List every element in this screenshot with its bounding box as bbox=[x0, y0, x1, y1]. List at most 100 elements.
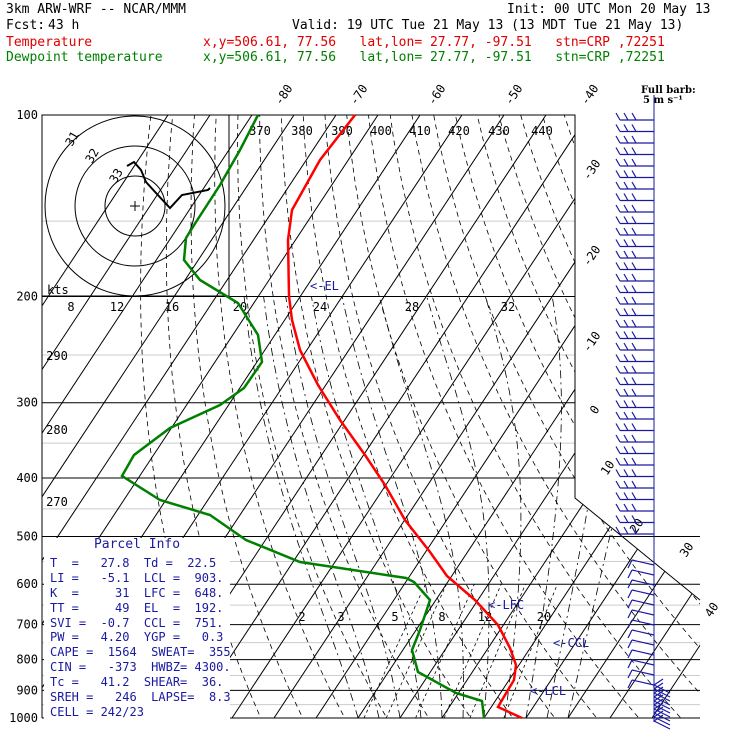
theta-label: 290 bbox=[46, 349, 68, 363]
level-marker: <-EL bbox=[310, 279, 339, 293]
hodograph-speed-label: 16 bbox=[165, 300, 179, 314]
pressure-tick-label: 800 bbox=[16, 653, 38, 667]
mixing-ratio-label: 2 bbox=[298, 610, 305, 624]
dry-adiabat bbox=[512, 115, 700, 718]
hodograph-speed-label: 8 bbox=[67, 300, 74, 314]
theta-label: 410 bbox=[409, 124, 431, 138]
level-marker: <-LCL bbox=[530, 684, 566, 698]
mixing-ratio-line bbox=[415, 584, 475, 718]
wind-barb bbox=[615, 250, 654, 259]
parcel-info-row: LI = -5.1 LCL = 903. bbox=[50, 570, 224, 585]
parcel-info-row: K = 31 LFC = 648. bbox=[50, 585, 224, 600]
wind-barb bbox=[615, 124, 654, 133]
theta-label: 380 bbox=[291, 124, 313, 138]
hodograph-unit-label: kts bbox=[47, 283, 69, 297]
moist-adiabat bbox=[525, 296, 562, 718]
isotherm bbox=[42, 115, 169, 718]
isotherm bbox=[567, 115, 700, 718]
dry-adiabat bbox=[322, 115, 565, 718]
wind-barb bbox=[615, 147, 654, 156]
wind-barb bbox=[627, 609, 655, 619]
dry-adiabat bbox=[190, 115, 310, 718]
forecast-label: Fcst: bbox=[6, 18, 46, 33]
dry-adiabat bbox=[575, 115, 700, 718]
wind-barb bbox=[615, 331, 654, 340]
moist-adiabat bbox=[243, 296, 359, 718]
pressure-tick-label: 700 bbox=[16, 618, 38, 632]
moist-adiabat bbox=[485, 296, 522, 718]
dry-adiabat bbox=[617, 115, 700, 718]
wind-barb bbox=[615, 446, 654, 455]
wind-barb bbox=[653, 682, 671, 698]
wind-barb bbox=[627, 569, 655, 579]
wind-barb bbox=[615, 135, 654, 144]
temperature-profile bbox=[286, 114, 523, 720]
isotherm bbox=[42, 115, 211, 718]
hodograph-ring bbox=[44, 115, 226, 297]
mixing-ratio-line bbox=[443, 584, 502, 718]
moist-adiabat bbox=[426, 296, 490, 718]
parcel-info-row: Tc = 41.2 SHEAR= 36. bbox=[50, 675, 224, 690]
dewpoint-legend: Dewpoint temperature bbox=[6, 50, 163, 65]
dry-adiabat bbox=[554, 115, 700, 718]
pressure-tick-label: 100 bbox=[16, 108, 38, 122]
wind-barb bbox=[615, 239, 654, 248]
barb-legend-title: Full barb: bbox=[641, 85, 696, 96]
dry-adiabat bbox=[470, 115, 700, 718]
skew-temperature-label: 40 bbox=[702, 600, 722, 620]
parcel-info-row: T = 27.8 Td = 22.5 bbox=[50, 555, 217, 570]
wind-barb bbox=[653, 694, 671, 710]
wind-barb bbox=[627, 679, 655, 689]
skew-temperature-label: -30 bbox=[580, 157, 604, 183]
wind-barb bbox=[615, 112, 654, 121]
wind-barb bbox=[615, 411, 654, 420]
wind-barb bbox=[615, 158, 654, 167]
wind-barb bbox=[615, 193, 654, 202]
parcel-info-row: CAPE = 1564 SWEAT= 355 bbox=[50, 645, 231, 660]
wind-barb bbox=[615, 262, 654, 271]
wind-barb bbox=[615, 296, 654, 305]
wind-barb bbox=[653, 690, 671, 706]
wind-barb bbox=[627, 589, 655, 599]
pressure-tick-label: 600 bbox=[16, 577, 38, 591]
dewpoint-profile bbox=[120, 114, 486, 719]
wind-barb bbox=[653, 706, 671, 722]
theta-label: 370 bbox=[249, 124, 271, 138]
hodograph-trace bbox=[126, 160, 211, 210]
wind-barb bbox=[627, 629, 655, 639]
hodograph-speed-label: 24 bbox=[313, 300, 327, 314]
pressure-tick-label: 300 bbox=[16, 396, 38, 410]
wind-barb bbox=[615, 423, 654, 432]
theta-label: 270 bbox=[46, 495, 68, 509]
theta-label: 440 bbox=[531, 124, 553, 138]
pressure-tick-label: 900 bbox=[16, 683, 38, 697]
skew-temperature-label: -10 bbox=[580, 329, 604, 355]
temperature-location: x,y=506.61, 77.56 lat,lon= 27.77, -97.51… bbox=[203, 35, 665, 50]
wind-barb bbox=[615, 377, 654, 386]
isotherm bbox=[231, 115, 631, 718]
mixing-ratio-line bbox=[385, 584, 447, 718]
forecast-hours: 43 h bbox=[48, 18, 80, 33]
wind-barb bbox=[615, 503, 654, 512]
wind-barbs bbox=[615, 95, 671, 730]
skew-temperature-label: -20 bbox=[580, 243, 604, 269]
pressure-tick-label: 400 bbox=[16, 471, 38, 485]
wind-barb bbox=[615, 365, 654, 374]
wind-barb bbox=[653, 678, 671, 694]
barb-legend-unit: 5 m s⁻¹ bbox=[643, 95, 683, 106]
wind-barb bbox=[615, 515, 654, 524]
wind-barb bbox=[615, 308, 654, 317]
isotherm bbox=[273, 115, 673, 718]
parcel-info-row: CIN = -373 HWBZ= 4300. bbox=[50, 660, 231, 675]
isotherm bbox=[189, 115, 589, 718]
skew-temperature-label: -50 bbox=[502, 82, 526, 108]
level-marker: <-LFC bbox=[488, 598, 524, 612]
pressure-tick-label: 200 bbox=[16, 290, 38, 304]
skew-temperature-label: 20 bbox=[627, 516, 647, 536]
wind-barb bbox=[615, 480, 654, 489]
wind-barb bbox=[615, 285, 654, 294]
wind-barb bbox=[615, 400, 654, 409]
hodograph-ring-label: 31 bbox=[62, 129, 81, 149]
parcel-info-row: SVI = -0.7 CCL = 751. bbox=[50, 615, 224, 630]
